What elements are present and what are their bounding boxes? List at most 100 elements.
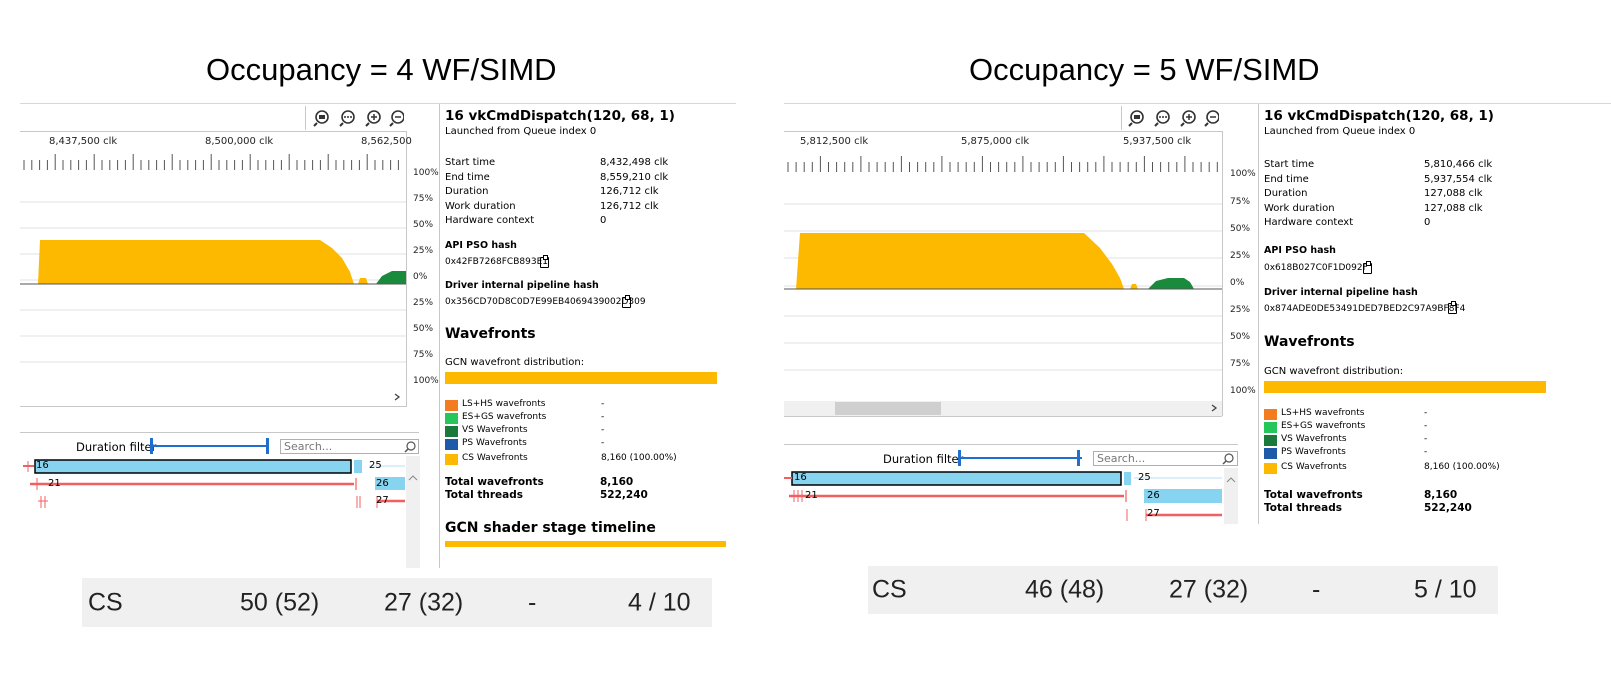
dispatch-info-table: Start time 5,810,466 clk End time 5,937,55… — [1264, 158, 1492, 231]
legend-value: - — [1424, 408, 1428, 418]
legend-swatch — [1264, 422, 1277, 433]
left-zoom-toolbar — [313, 110, 404, 127]
legend-swatch — [1264, 463, 1277, 474]
left-title: Occupancy = 4 WF/SIMD — [206, 52, 557, 87]
event-bar-selected[interactable] — [791, 471, 1122, 486]
right-event-timeline — [784, 468, 1238, 524]
duration-filter-label: Duration filter — [883, 452, 964, 466]
zoom-selection-icon[interactable] — [1154, 110, 1170, 127]
wavefront-totals: Total wavefronts 8,160 Total threads 522,2… — [1264, 489, 1472, 515]
green-wavefront-area — [376, 271, 406, 284]
info-key: Hardware context — [1264, 217, 1354, 228]
stage-timeline-heading: GCN shader stage timeline — [445, 520, 656, 536]
pct-label: 75% — [413, 350, 434, 360]
clipboard-icon[interactable] — [1363, 261, 1372, 274]
pct-label: 50% — [1230, 224, 1251, 234]
zoom-in-icon[interactable] — [365, 110, 381, 127]
zoom-in-icon[interactable] — [1180, 110, 1196, 127]
left-top-rule — [20, 103, 736, 104]
timeline-tick-label: 8,437,500 clk — [49, 136, 118, 147]
zoom-out-icon[interactable] — [1204, 110, 1219, 127]
zoom-selection-icon[interactable] — [339, 110, 355, 127]
legend-label: CS Wavefronts — [462, 453, 528, 463]
pane-divider[interactable] — [439, 104, 440, 568]
timeline-ruler[interactable] — [784, 152, 1222, 178]
vgprs-cell: 50 (52) — [240, 588, 320, 616]
chevron-right-icon[interactable] — [1207, 401, 1221, 415]
timeline-right-border — [1222, 131, 1223, 416]
legend-swatch — [1264, 435, 1277, 446]
total-value: 522,240 — [1424, 502, 1472, 514]
event-label: 21 — [48, 478, 61, 489]
duration-filter-slider[interactable] — [148, 437, 272, 455]
total-value: 522,240 — [600, 489, 648, 501]
driver-hash-label: Driver internal pipeline hash — [445, 280, 599, 291]
timeline-top-border — [20, 131, 406, 132]
info-value: 8,559,210 clk — [600, 171, 669, 183]
event-label: 26 — [376, 478, 389, 489]
legend-label: VS Wavefronts — [462, 425, 528, 435]
right-zoom-toolbar — [1128, 110, 1219, 127]
legend-value: - — [601, 438, 605, 448]
legend-row: ES+GS wavefronts - — [445, 412, 705, 425]
legend-row: LS+HS wavefronts - — [445, 399, 705, 412]
search-input[interactable]: Search... — [1093, 451, 1238, 466]
api-pso-hash: 0x42FB7268FCB893E1 — [445, 257, 548, 267]
driver-hash: 0x356CD70D8C0D7E99EB4069439002D309 — [445, 297, 646, 307]
stage-cell: CS — [88, 588, 123, 616]
zoom-reset-icon[interactable] — [313, 110, 329, 127]
event-bar-selected[interactable] — [34, 459, 352, 474]
total-label: Total threads — [1264, 502, 1342, 514]
legend-label: PS Wavefronts — [1281, 447, 1346, 457]
dispatch-info-table: Start time 8,432,498 clk End time 8,559,21… — [445, 156, 668, 229]
distribution-label: GCN wavefront distribution: — [445, 357, 585, 368]
zoom-out-icon[interactable] — [389, 110, 404, 127]
timeline-tick-label: 5,937,500 clk — [1123, 136, 1192, 147]
legend-label: LS+HS wavefronts — [1281, 408, 1365, 418]
total-value: 8,160 — [1424, 489, 1458, 501]
api-pso-label: API PSO hash — [1264, 245, 1336, 256]
occupancy-cell: 4 / 10 — [628, 588, 691, 616]
pane-divider[interactable] — [1258, 104, 1259, 524]
pct-label: 100% — [1230, 169, 1256, 179]
duration-filter-label: Duration filter — [76, 440, 157, 454]
pct-label: 25% — [1230, 251, 1251, 261]
duration-filter-slider[interactable] — [956, 449, 1086, 467]
pct-label: 0% — [1230, 278, 1245, 288]
left-event-timeline — [23, 456, 420, 568]
wavefront-legend: LS+HS wavefronts - ES+GS wavefronts - VS W… — [445, 399, 705, 466]
legend-swatch — [445, 413, 458, 424]
search-input[interactable]: Search... — [280, 439, 419, 454]
left-occupancy-graph — [20, 201, 406, 363]
wavefront-distribution-bar — [445, 372, 717, 384]
pct-label: 75% — [1230, 359, 1251, 369]
wavefronts-heading: Wavefronts — [445, 326, 536, 342]
scrollbar-thumb[interactable] — [835, 402, 941, 415]
clipboard-icon[interactable] — [540, 255, 549, 268]
info-value: 126,712 clk — [600, 186, 659, 197]
pct-label: 25% — [413, 298, 434, 308]
pct-label: 50% — [413, 324, 434, 334]
timeline-ruler[interactable] — [20, 150, 406, 176]
wavefront-legend: LS+HS wavefronts - ES+GS wavefronts - VS W… — [1264, 408, 1534, 475]
timeline-bottom-border — [784, 416, 1222, 417]
distribution-label: GCN wavefront distribution: — [1264, 366, 1404, 377]
driver-hash: 0x874ADE0DE53491DED7BED2C97A9BF8F4 — [1264, 304, 1466, 314]
clipboard-icon[interactable] — [1448, 301, 1457, 314]
info-key: Start time — [445, 157, 496, 168]
total-label: Total threads — [445, 489, 523, 501]
clipboard-icon[interactable] — [622, 295, 631, 308]
chevron-right-icon[interactable] — [390, 390, 404, 404]
info-value: 5,810,466 clk — [1424, 159, 1493, 170]
left-register-stats-row: CS 50 (52) 27 (32) - 4 / 10 — [82, 578, 712, 627]
event-bar[interactable] — [1124, 472, 1131, 485]
dispatch-title: 16 vkCmdDispatch(120, 68, 1) — [1264, 108, 1494, 124]
event-bar[interactable] — [1144, 489, 1222, 503]
event-bar[interactable] — [375, 477, 405, 490]
event-label: 26 — [1147, 490, 1160, 501]
zoom-reset-icon[interactable] — [1128, 110, 1144, 127]
stage-cell: CS — [872, 575, 907, 604]
info-value: 127,088 clk — [1424, 202, 1483, 214]
total-value: 8,160 — [600, 476, 634, 488]
event-bar[interactable] — [354, 460, 362, 473]
